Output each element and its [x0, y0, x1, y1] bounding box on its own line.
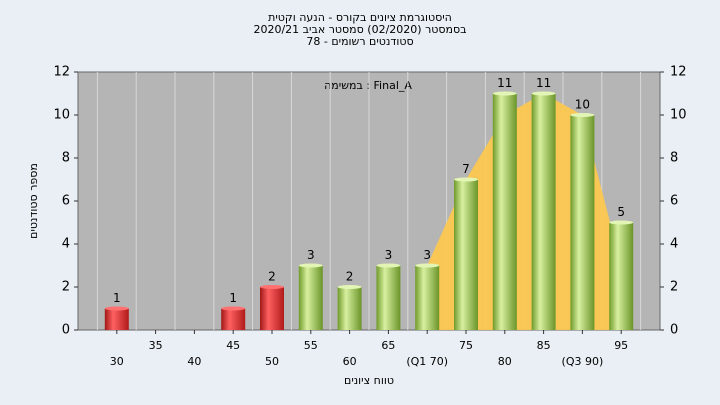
value-label: 11 [536, 76, 551, 90]
y2-tick-label: 2 [670, 280, 678, 295]
y2-tick-label: 0 [670, 323, 678, 338]
x-tick-label: 85 [537, 339, 551, 352]
x-tick-label: (Q1 70) [406, 355, 448, 368]
y-tick-label: 6 [62, 194, 70, 209]
x-tick-label: 30 [110, 355, 124, 368]
bar-cap [337, 285, 362, 289]
y-tick-label: 10 [53, 108, 70, 123]
bar [492, 93, 517, 330]
value-label: 3 [423, 248, 431, 262]
x-tick-label: 35 [149, 339, 163, 352]
bar-cap [454, 177, 478, 182]
y-tick-label: 8 [62, 151, 70, 166]
x-tick-label: (Q3 90) [562, 355, 604, 368]
value-label: 7 [462, 162, 470, 176]
bar-cap [609, 220, 634, 225]
value-label: 1 [113, 291, 121, 305]
bar-cap [492, 91, 517, 96]
chart-title: היסטוגרמת ציונים בקורס - הנעה וקטית [268, 11, 452, 24]
value-label: 1 [229, 291, 237, 305]
x-tick-label: 80 [498, 355, 512, 368]
x-tick-label: 55 [304, 339, 318, 352]
value-label: 11 [497, 76, 512, 90]
bar-cap [298, 263, 323, 268]
bar-cap [104, 306, 129, 311]
x-tick-label: 95 [614, 339, 628, 352]
bar-cap [221, 306, 246, 311]
annotation: במשימה : Final_A [324, 79, 412, 92]
bar-cap [260, 285, 284, 289]
value-label: 5 [617, 205, 625, 219]
bar-cap [415, 263, 440, 268]
bar-cap [570, 113, 595, 117]
value-label: 2 [346, 270, 354, 284]
chart-subtitle: סטודנטים רשומים - 78 [306, 35, 413, 48]
bar [260, 287, 284, 330]
x-tick-label: 45 [226, 339, 240, 352]
bar [104, 308, 129, 330]
chart-subtitle: בסמסטר (02/2020) סמסטר אביב 2020/21 [253, 23, 466, 36]
bar [415, 265, 440, 330]
bar-cap [376, 263, 401, 268]
x-tick-label: 50 [265, 355, 279, 368]
x-tick-label: 60 [343, 355, 357, 368]
value-label: 10 [575, 98, 590, 112]
y-tick-label: 0 [62, 323, 70, 338]
y2-tick-label: 8 [670, 151, 678, 166]
y-tick-label: 12 [53, 65, 70, 80]
y2-tick-label: 6 [670, 194, 678, 209]
y-tick-label: 4 [62, 237, 70, 252]
x-tick-label: 65 [381, 339, 395, 352]
bar [376, 265, 401, 330]
bar [531, 93, 556, 330]
y-axis-label: מספר סטודנטים [27, 163, 40, 239]
y2-tick-label: 12 [670, 65, 687, 80]
bar [337, 287, 362, 330]
value-label: 3 [307, 248, 315, 262]
bar [609, 222, 634, 330]
x-tick-label: 75 [459, 339, 473, 352]
y-tick-label: 2 [62, 280, 70, 295]
bar-cap [531, 91, 556, 96]
x-tick-label: 40 [187, 355, 201, 368]
value-label: 2 [268, 270, 276, 284]
x-axis-label: טווח ציונים [344, 374, 394, 387]
value-label: 3 [385, 248, 393, 262]
bar [221, 308, 246, 330]
bar [454, 179, 478, 330]
y2-tick-label: 4 [670, 237, 678, 252]
bar [298, 265, 323, 330]
y2-tick-label: 10 [670, 108, 687, 123]
bar [570, 115, 595, 330]
